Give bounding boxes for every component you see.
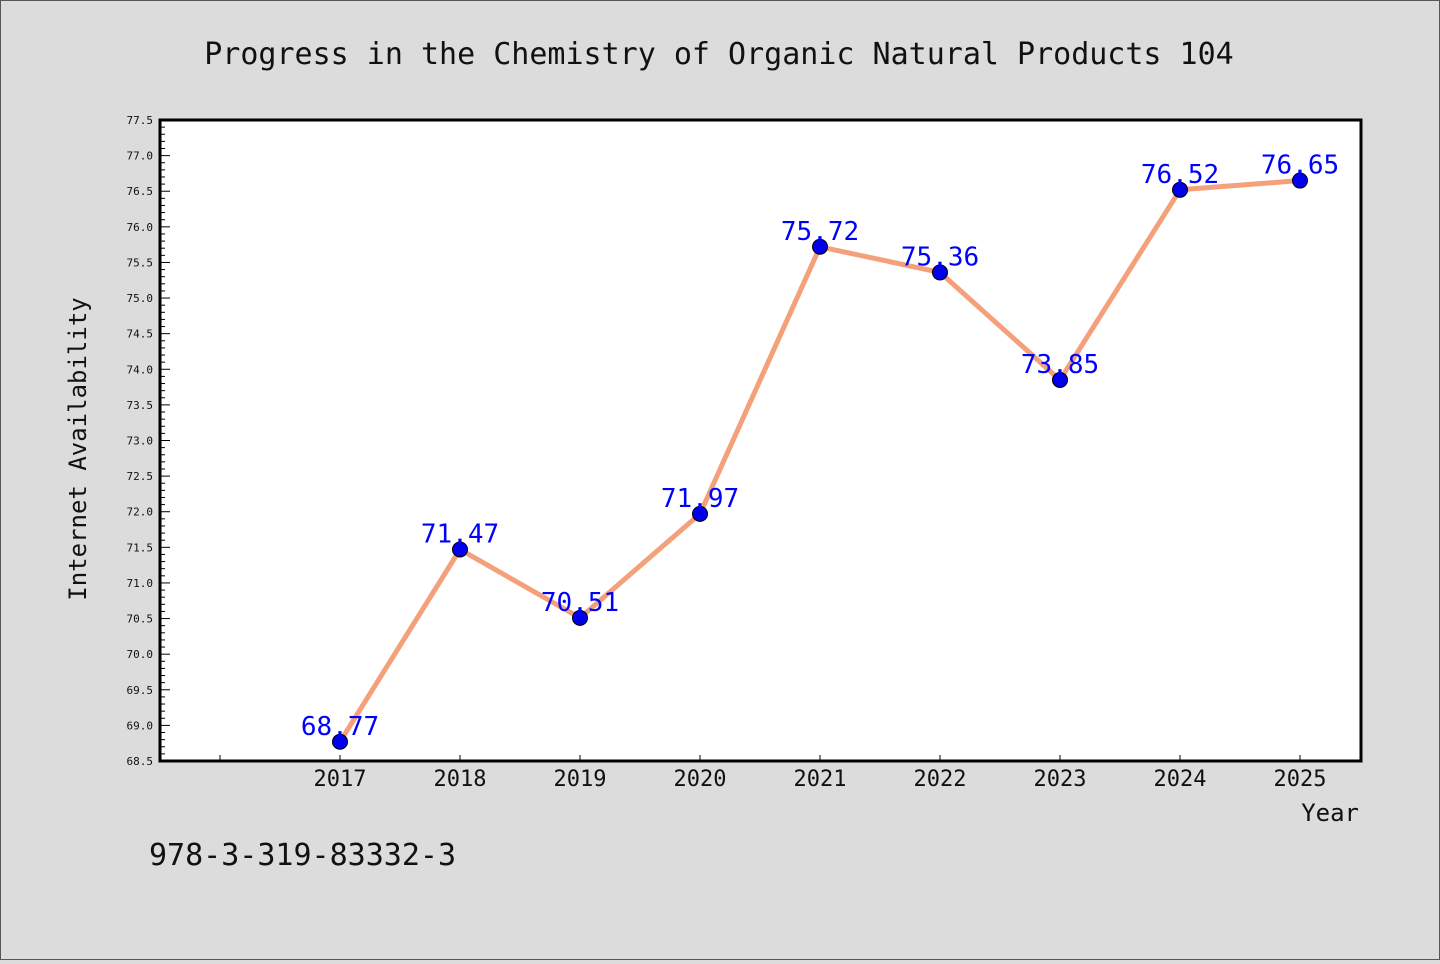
- data-point-marker: [692, 505, 708, 522]
- x-axis-title: Year: [1301, 799, 1359, 827]
- series-markers: [332, 172, 1308, 750]
- y-tick-label: 70.0: [127, 648, 154, 661]
- series-line-segment: [817, 244, 943, 275]
- y-axis-title: Internet Availability: [64, 297, 92, 600]
- x-tick-label: 2023: [1034, 767, 1087, 792]
- x-tick-label: 2020: [674, 767, 727, 792]
- y-tick-label: 73.5: [127, 399, 154, 412]
- y-tick-label: 70.5: [127, 613, 154, 626]
- data-point-label: 75.36: [901, 242, 979, 272]
- chart-title: Progress in the Chemistry of Organic Nat…: [204, 37, 1234, 72]
- data-point-label: 76.65: [1261, 151, 1339, 181]
- y-tick-label: 75.0: [127, 292, 154, 305]
- data-point-marker: [1172, 181, 1188, 198]
- y-tick-label: 71.5: [127, 541, 154, 554]
- y-tick-label: 76.5: [127, 185, 154, 198]
- data-point-marker: [452, 541, 468, 558]
- y-tick-label: 69.5: [127, 684, 154, 697]
- series-line-segment: [1177, 178, 1303, 193]
- y-tick-label: 69.0: [127, 719, 154, 732]
- y-tick-label: 72.5: [127, 470, 154, 483]
- isbn-text: 978-3-319-83332-3: [149, 838, 456, 873]
- data-point-marker: [1292, 172, 1308, 189]
- data-point-marker: [1052, 371, 1068, 388]
- x-tick-label: 2019: [554, 767, 607, 792]
- x-tick-label: 2018: [434, 767, 487, 792]
- data-point-label: 71.47: [421, 519, 499, 549]
- series-line-segment: [1057, 187, 1183, 383]
- x-tick-label: 2022: [914, 767, 967, 792]
- series-line-segment: [697, 244, 823, 517]
- data-point-label: 68.77: [301, 712, 379, 742]
- x-tick-label: 2017: [314, 767, 367, 792]
- series-line-segment: [457, 546, 583, 621]
- y-tick-label: 74.5: [127, 328, 154, 341]
- y-tick-label: 74.0: [127, 363, 154, 376]
- series-data-labels: 68.77 71.47 70.51 71.97 75.72 75.36 73.85 76.52…: [301, 151, 1339, 742]
- series-line-segment: [937, 269, 1063, 383]
- data-point-label: 71.97: [661, 484, 739, 514]
- x-axis-ticks: 2017 2018 2019 2020 2021 2022 2023 2024 2025: [219, 755, 1327, 792]
- data-point-marker: [812, 238, 828, 255]
- y-tick-label: 76.0: [127, 221, 154, 234]
- x-tick-label: 2024: [1154, 767, 1207, 792]
- y-tick-label: 77.0: [127, 150, 154, 163]
- series-line-segment: [337, 546, 463, 745]
- data-point-label: 76.52: [1141, 160, 1219, 190]
- data-point-label: 73.85: [1021, 350, 1099, 380]
- x-tick-label: 2021: [794, 767, 847, 792]
- y-tick-label: 77.5: [127, 114, 154, 127]
- data-point-label: 75.72: [781, 217, 859, 247]
- plot-area: [158, 118, 1363, 763]
- series-line-segment: [577, 511, 703, 621]
- y-tick-label: 75.5: [127, 256, 154, 269]
- series-line-group: [337, 178, 1303, 745]
- y-tick-label: 71.0: [127, 577, 154, 590]
- x-tick-label: 2025: [1274, 767, 1327, 792]
- data-point-marker: [332, 733, 348, 750]
- data-point-marker: [572, 609, 588, 626]
- y-axis-ticks: 68.5 69.0 69.5 70.0 70.5 71.0 71.5 72.0 72.5 73.0…: [127, 114, 170, 768]
- data-point-label: 70.51: [541, 588, 619, 618]
- y-tick-label: 72.0: [127, 506, 154, 519]
- y-tick-label: 73.0: [127, 435, 154, 448]
- data-point-marker: [932, 264, 948, 281]
- y-tick-label: 68.5: [127, 755, 154, 768]
